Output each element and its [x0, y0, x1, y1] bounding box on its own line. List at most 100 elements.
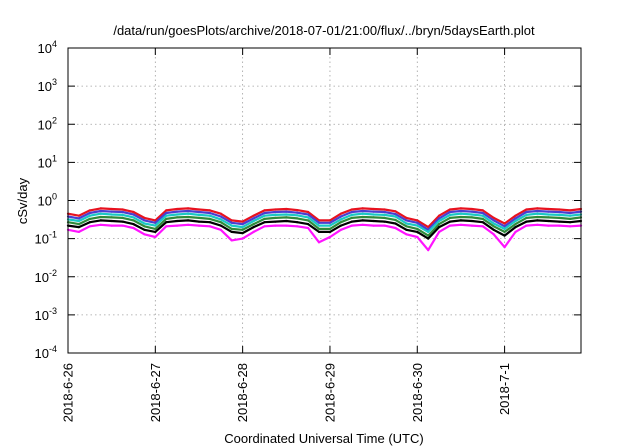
data-point: [307, 210, 310, 214]
data-point: [448, 213, 452, 216]
data-point: [187, 215, 190, 219]
x-tick-label: 2018-6-28: [235, 363, 250, 422]
data-point: [372, 216, 375, 219]
data-point: [99, 215, 102, 219]
data-point: [339, 212, 342, 215]
data-point: [263, 211, 266, 215]
data-point: [317, 241, 321, 244]
data-point: [470, 210, 473, 213]
data-point: [317, 230, 321, 233]
data-point: [503, 234, 506, 237]
data-point: [208, 217, 211, 220]
data-point: [307, 223, 310, 226]
data-point: [274, 213, 277, 216]
series-1: [66, 207, 583, 229]
data-point: [197, 208, 201, 211]
data-point: [372, 219, 375, 223]
data-point: [208, 214, 211, 217]
data-point: [394, 210, 397, 213]
data-point: [219, 212, 222, 215]
data-point: [416, 235, 419, 239]
data-point: [372, 213, 375, 216]
data-point: [219, 221, 222, 224]
data-point: [307, 219, 310, 222]
data-point: [285, 213, 288, 216]
data-point: [165, 225, 168, 228]
data-point: [230, 227, 233, 230]
data-point: [88, 225, 91, 228]
data-point: [208, 209, 211, 212]
data-point: [514, 226, 517, 229]
data-point: [470, 213, 473, 216]
data-point: [274, 210, 277, 214]
data-point: [99, 219, 102, 222]
data-point: [470, 219, 473, 223]
data-point: [525, 224, 528, 227]
data-point: [481, 214, 484, 217]
data-point: [296, 214, 299, 217]
data-point: [285, 224, 288, 227]
data-point: [350, 216, 353, 219]
data-point: [383, 224, 386, 227]
data-point: [350, 224, 353, 227]
data-point: [121, 213, 124, 216]
series-line: [67, 219, 582, 240]
data-point: [241, 228, 244, 231]
y-tick-label: 103: [38, 77, 57, 94]
data-point: [394, 215, 397, 218]
data-point: [132, 216, 135, 219]
data-point: [77, 217, 80, 220]
data-point: [503, 227, 506, 230]
data-point: [241, 232, 244, 235]
data-point: [317, 224, 321, 227]
y-tick-base: 10: [38, 194, 52, 209]
data-point: [187, 207, 190, 210]
data-point: [88, 211, 91, 215]
data-point: [558, 216, 561, 219]
x-tick-label: 2018-6-27: [148, 363, 163, 422]
data-point: [525, 213, 528, 216]
data-point: [438, 223, 441, 226]
data-point: [132, 213, 135, 216]
data-point: [88, 214, 91, 217]
y-tick-exponent: 2: [52, 115, 57, 125]
data-point: [208, 225, 211, 228]
data-point: [121, 220, 124, 223]
data-point: [154, 227, 157, 230]
y-tick-base: 10: [38, 155, 52, 170]
data-point: [569, 217, 572, 220]
y-tick-label: 100: [38, 192, 57, 209]
data-point: [241, 220, 244, 223]
data-point: [230, 239, 233, 242]
series-6: [66, 223, 583, 252]
data-point: [459, 219, 462, 222]
data-point: [427, 249, 430, 252]
y-tick-exponent: 1: [52, 153, 57, 163]
data-point: [361, 207, 364, 210]
data-point: [416, 221, 419, 224]
x-axis-label: Coordinated Universal Time (UTC): [224, 431, 423, 446]
data-point: [143, 233, 146, 236]
data-point: [569, 211, 572, 215]
data-point: [165, 214, 168, 217]
series-3: [66, 212, 583, 233]
data-point: [481, 209, 484, 212]
x-tick-label: 2018-6-29: [322, 363, 337, 422]
data-point: [230, 221, 233, 224]
y-tick-base: 10: [35, 346, 49, 361]
data-point: [132, 226, 135, 230]
y-axis-label: cSv/day: [15, 177, 30, 224]
data-point: [558, 224, 561, 227]
data-point: [383, 216, 386, 219]
data-point: [165, 221, 168, 224]
data-point: [317, 219, 321, 222]
data-point: [165, 211, 168, 215]
data-point: [383, 213, 386, 216]
data-point: [176, 224, 179, 227]
data-point: [350, 208, 353, 211]
data-point: [536, 219, 539, 222]
data-point: [328, 221, 332, 224]
data-point: [350, 213, 353, 216]
data-point: [110, 213, 113, 216]
data-point: [143, 225, 146, 228]
